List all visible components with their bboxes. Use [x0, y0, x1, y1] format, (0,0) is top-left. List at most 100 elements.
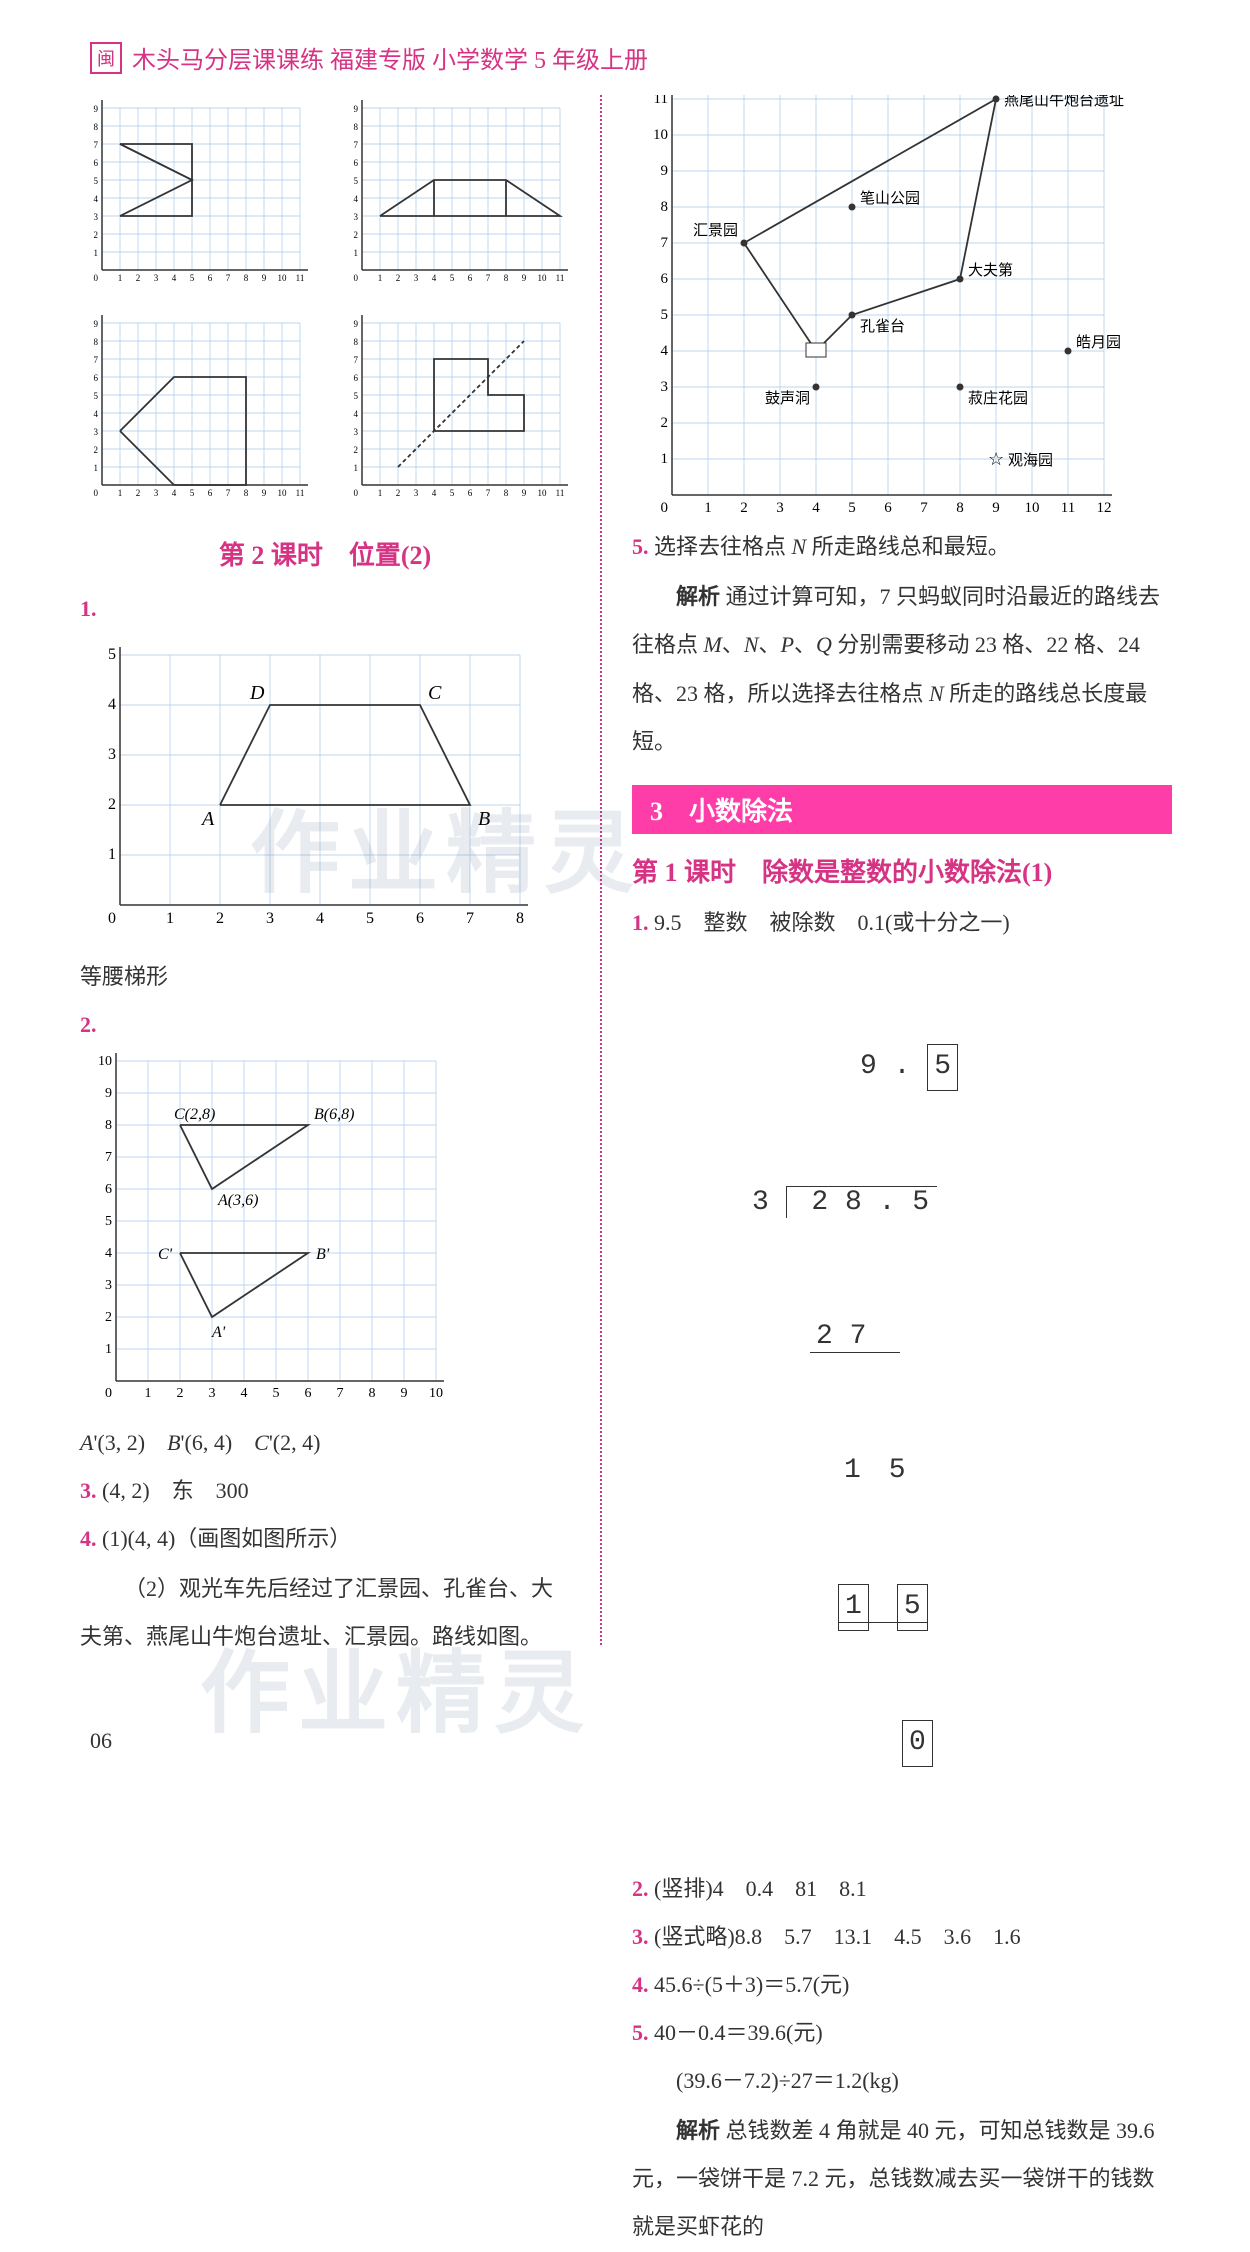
- svg-text:皓月园: 皓月园: [1076, 334, 1121, 351]
- r5-jiexi: 解析 总钱数差 4 角就是 40 元，可知总钱数是 39.6 元，一袋饼干是 7…: [632, 2107, 1172, 2252]
- r1: 1. 9.5 整数 被除数 0.1(或十分之一): [632, 901, 1172, 945]
- svg-text:笔山公园: 笔山公园: [860, 190, 920, 207]
- svg-text:1: 1: [105, 1342, 112, 1357]
- long-division: 9 . 5 3 2 8 . 5 2 7 1 5 1 5 0: [752, 955, 1172, 1857]
- svg-text:3: 3: [414, 273, 419, 283]
- page-header: 闽 木头马分层课课练 福建专版 小学数学 5 年级上册: [0, 0, 1250, 95]
- mini-grid-row-1: 12345678910111234567890 1234567891011123…: [80, 95, 570, 295]
- svg-text:B: B: [478, 808, 490, 830]
- svg-text:3: 3: [661, 379, 669, 395]
- svg-text:7: 7: [226, 273, 231, 283]
- svg-text:10: 10: [653, 127, 668, 143]
- svg-text:8: 8: [354, 122, 359, 132]
- svg-text:10: 10: [429, 1386, 443, 1401]
- header-title: 木头马分层课课练 福建专版 小学数学 5 年级上册: [132, 40, 648, 75]
- left-column: 12345678910111234567890 1234567891011123…: [80, 95, 590, 2252]
- region-icon: 闽: [90, 42, 122, 74]
- svg-text:5: 5: [354, 176, 359, 186]
- svg-text:☆: ☆: [988, 449, 1004, 469]
- q3-num: 3.: [80, 1478, 97, 1503]
- q4-line1: 4. (1)(4, 4)（画图如图所示）: [80, 1517, 570, 1561]
- r3-num: 3.: [632, 1924, 649, 1949]
- svg-text:C: C: [428, 682, 442, 704]
- r4: 4. 45.6÷(5＋3)＝5.7(元): [632, 1963, 1172, 2007]
- svg-text:9: 9: [354, 104, 359, 114]
- svg-text:3: 3: [105, 1278, 112, 1293]
- r3: 3. (竖式略)8.8 5.7 13.1 4.5 3.6 1.6: [632, 1915, 1172, 1959]
- svg-text:鼓声洞: 鼓声洞: [765, 389, 810, 407]
- svg-text:4: 4: [432, 273, 437, 283]
- svg-text:7: 7: [661, 235, 669, 251]
- svg-text:5: 5: [108, 646, 116, 663]
- svg-text:9: 9: [262, 488, 267, 498]
- mini-grid-2: 12345678910111234567890: [340, 95, 580, 295]
- q1-num: 1.: [80, 596, 97, 621]
- column-divider: [600, 95, 602, 1645]
- svg-text:9: 9: [992, 500, 1000, 515]
- svg-text:0: 0: [105, 1386, 112, 1401]
- svg-text:6: 6: [468, 488, 473, 498]
- svg-text:2: 2: [740, 500, 748, 515]
- svg-text:5: 5: [366, 910, 374, 927]
- svg-text:6: 6: [94, 373, 99, 383]
- svg-text:3: 3: [94, 427, 99, 437]
- svg-text:C': C': [158, 1246, 173, 1263]
- svg-text:5: 5: [273, 1386, 280, 1401]
- svg-text:5: 5: [354, 391, 359, 401]
- svg-text:观海园: 观海园: [1008, 452, 1053, 469]
- svg-text:5: 5: [661, 307, 669, 323]
- svg-text:4: 4: [94, 409, 99, 419]
- svg-text:5: 5: [190, 273, 195, 283]
- r2-text: (竖排)4 0.4 81 8.1: [654, 1876, 867, 1901]
- q2-answer: A'(3, 2) B'(6, 4) C'(2, 4): [80, 1421, 570, 1465]
- svg-text:2: 2: [136, 488, 141, 498]
- svg-text:8: 8: [369, 1386, 376, 1401]
- svg-text:1: 1: [354, 248, 359, 258]
- svg-text:9: 9: [94, 104, 99, 114]
- svg-text:8: 8: [661, 199, 669, 215]
- svg-text:10: 10: [278, 488, 288, 498]
- svg-text:8: 8: [244, 273, 249, 283]
- q1-answer: 等腰梯形: [80, 955, 570, 999]
- content: 12345678910111234567890 1234567891011123…: [0, 95, 1250, 2252]
- svg-text:5: 5: [105, 1214, 112, 1229]
- svg-text:0: 0: [354, 273, 359, 283]
- r5-2: (39.6－7.2)÷27＝1.2(kg): [632, 2059, 1172, 2103]
- svg-text:2: 2: [354, 230, 359, 240]
- r5-1: 5. 40－0.4＝39.6(元): [632, 2011, 1172, 2055]
- svg-text:8: 8: [354, 337, 359, 347]
- svg-text:C(2,8): C(2,8): [174, 1106, 215, 1123]
- svg-text:A(3,6): A(3,6): [217, 1192, 258, 1209]
- svg-text:4: 4: [94, 194, 99, 204]
- svg-text:4: 4: [354, 194, 359, 204]
- mini-grid-1: 12345678910111234567890: [80, 95, 320, 295]
- svg-text:7: 7: [354, 140, 359, 150]
- svg-text:9: 9: [262, 273, 267, 283]
- svg-text:7: 7: [466, 910, 474, 927]
- svg-text:10: 10: [1025, 500, 1040, 515]
- svg-text:9: 9: [94, 319, 99, 329]
- r-q5-num: 5.: [632, 534, 649, 559]
- svg-text:8: 8: [94, 122, 99, 132]
- svg-text:6: 6: [208, 273, 213, 283]
- svg-text:10: 10: [98, 1054, 112, 1069]
- r2: 2. (竖排)4 0.4 81 8.1: [632, 1867, 1172, 1911]
- svg-text:6: 6: [94, 158, 99, 168]
- svg-text:7: 7: [226, 488, 231, 498]
- svg-text:1: 1: [108, 846, 116, 863]
- svg-text:8: 8: [94, 337, 99, 347]
- svg-text:8: 8: [105, 1118, 112, 1133]
- svg-text:D: D: [249, 682, 265, 704]
- svg-text:3: 3: [94, 212, 99, 222]
- svg-text:2: 2: [94, 230, 99, 240]
- svg-text:8: 8: [956, 500, 964, 515]
- svg-text:0: 0: [94, 488, 99, 498]
- r4-num: 4.: [632, 1972, 649, 1997]
- svg-text:5: 5: [450, 488, 455, 498]
- svg-text:3: 3: [776, 500, 784, 515]
- svg-text:6: 6: [354, 158, 359, 168]
- svg-text:1: 1: [661, 451, 669, 467]
- svg-text:5: 5: [450, 273, 455, 283]
- svg-text:7: 7: [94, 355, 99, 365]
- svg-text:2: 2: [105, 1310, 112, 1325]
